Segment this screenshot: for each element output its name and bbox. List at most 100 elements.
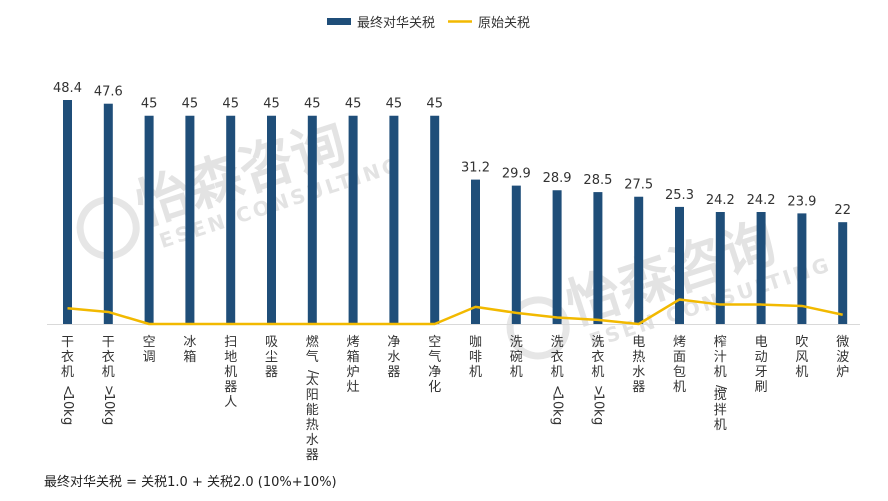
- svg-text:风: 风: [795, 350, 808, 365]
- category-labels: 干衣机<10kg干衣机>10kg空调冰箱扫地机器人吸尘器燃气/太阳能热水器烤箱炉…: [60, 334, 849, 463]
- value-label: 45: [345, 97, 362, 112]
- svg-text:净: 净: [387, 335, 400, 350]
- bar: [471, 179, 480, 324]
- legend: 最终对华关税 原始关税: [327, 15, 530, 31]
- svg-text:阳: 阳: [306, 388, 319, 403]
- svg-text:1: 1: [101, 393, 116, 401]
- svg-text:k: k: [60, 409, 75, 417]
- svg-text:机: 机: [795, 365, 808, 380]
- svg-text:烤: 烤: [673, 335, 686, 350]
- svg-text:灶: 灶: [347, 380, 360, 395]
- bar: [838, 222, 848, 324]
- svg-text:气: 气: [428, 349, 441, 365]
- category-label: 咖啡机: [469, 335, 482, 380]
- category-label: 冰箱: [183, 335, 196, 365]
- svg-text:地: 地: [224, 350, 237, 365]
- svg-text:器: 器: [632, 380, 645, 395]
- bar: [185, 115, 195, 324]
- bar: [634, 196, 644, 324]
- bar: [63, 100, 72, 324]
- svg-text:/: /: [713, 385, 728, 390]
- bar: [348, 115, 358, 324]
- svg-text:机: 机: [510, 365, 523, 380]
- value-label: 45: [304, 97, 321, 112]
- value-label: 45: [426, 97, 443, 112]
- value-label: 28.5: [583, 173, 612, 188]
- svg-text:>: >: [590, 385, 605, 396]
- svg-text:净: 净: [428, 365, 441, 380]
- svg-text:热: 热: [306, 418, 319, 433]
- svg-text:1: 1: [590, 393, 605, 401]
- svg-text:0: 0: [60, 401, 75, 409]
- svg-text:衣: 衣: [591, 349, 604, 365]
- value-label: 25.3: [665, 188, 694, 203]
- svg-text:空: 空: [428, 335, 441, 350]
- legend-item: 最终对华关税: [327, 15, 435, 31]
- category-label: 吸尘器: [265, 335, 278, 380]
- svg-text:太: 太: [306, 373, 319, 388]
- value-label: 27.5: [624, 178, 653, 193]
- bar: [103, 103, 113, 324]
- category-label: 洗碗机: [510, 335, 523, 380]
- svg-text:包: 包: [673, 365, 686, 380]
- bar: [552, 190, 562, 324]
- svg-text:炉: 炉: [836, 365, 849, 380]
- category-label: 吹风机: [795, 335, 808, 380]
- svg-text:衣: 衣: [102, 349, 115, 365]
- line-series: [67, 298, 843, 326]
- svg-text:1: 1: [60, 393, 75, 401]
- svg-text:g: g: [60, 417, 75, 425]
- svg-text:牙: 牙: [755, 365, 768, 380]
- bar: [144, 115, 154, 324]
- value-label: 28.9: [543, 171, 572, 186]
- value-label: 45: [182, 97, 199, 112]
- svg-text:电: 电: [632, 335, 645, 350]
- svg-text:衣: 衣: [551, 349, 564, 365]
- bar: [675, 206, 684, 324]
- bar: [756, 212, 766, 324]
- svg-text:面: 面: [673, 350, 686, 365]
- value-label: 45: [141, 97, 158, 112]
- svg-text:空: 空: [143, 335, 156, 350]
- svg-text:碗: 碗: [510, 349, 523, 365]
- svg-text:燃: 燃: [306, 334, 319, 350]
- svg-text:水: 水: [306, 433, 319, 448]
- bar: [593, 192, 603, 324]
- value-label: 23.9: [787, 194, 816, 209]
- bar: [389, 115, 399, 324]
- svg-text:0: 0: [590, 401, 605, 409]
- svg-text:热: 热: [632, 350, 645, 365]
- svg-text:水: 水: [632, 365, 645, 380]
- svg-text:机: 机: [61, 365, 74, 380]
- legend-swatch-bar: [327, 18, 351, 25]
- svg-text:机: 机: [714, 365, 727, 380]
- svg-text:机: 机: [591, 365, 604, 380]
- svg-text:电: 电: [755, 335, 768, 350]
- value-label: 29.9: [502, 167, 531, 182]
- svg-text:箱: 箱: [347, 349, 360, 365]
- bar: [267, 115, 276, 324]
- svg-text:器: 器: [224, 380, 237, 395]
- value-label: 48.4: [53, 81, 82, 96]
- bar: [307, 115, 317, 324]
- svg-text:榨: 榨: [714, 334, 727, 350]
- svg-text:水: 水: [387, 350, 400, 365]
- svg-text:吹: 吹: [795, 335, 808, 350]
- bar: [430, 115, 440, 324]
- bar: [226, 115, 236, 324]
- svg-text:衣: 衣: [61, 349, 74, 365]
- svg-text:k: k: [590, 409, 605, 417]
- svg-text:吸: 吸: [265, 335, 278, 350]
- svg-text:<: <: [60, 385, 75, 396]
- svg-text:微: 微: [836, 335, 849, 350]
- svg-text:机: 机: [714, 418, 727, 433]
- svg-text:1: 1: [550, 393, 565, 401]
